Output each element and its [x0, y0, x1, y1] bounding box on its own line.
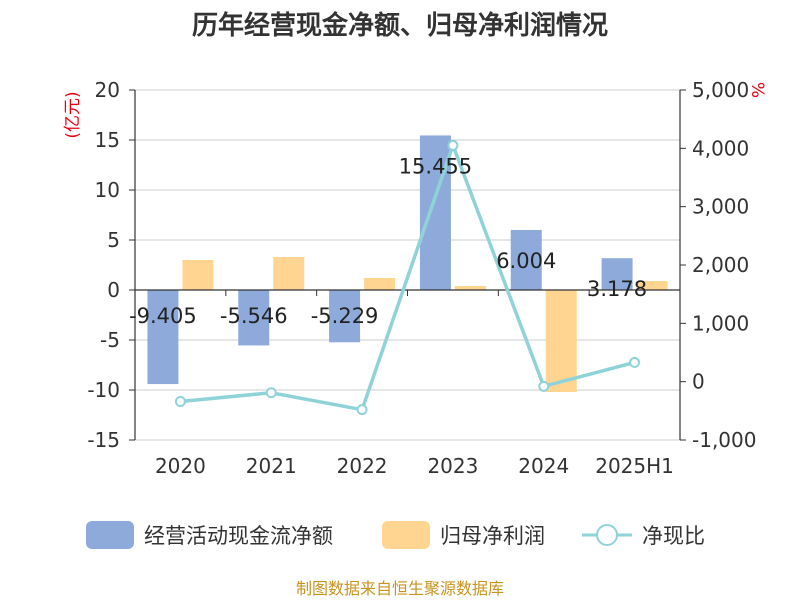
line-point	[356, 404, 368, 416]
line-point	[447, 139, 459, 151]
right-axis-unit: %	[747, 82, 767, 98]
line-point	[174, 396, 186, 407]
left-tick-label: 5	[107, 228, 120, 252]
chart-title: 历年经营现金净额、归母净利润情况	[192, 10, 608, 41]
bar-net-profit	[182, 260, 214, 290]
legend-label-operating-cashflow: 经营活动现金流净额	[144, 524, 333, 548]
line-cash-ratio	[180, 140, 636, 412]
bar-operating-cashflow	[601, 258, 633, 290]
left-tick-label: 15	[95, 128, 120, 152]
line-point	[629, 356, 641, 368]
data-label-operating-cashflow: 6.004	[496, 249, 556, 273]
right-tick-label: 5,000	[692, 78, 749, 102]
right-tick-label: 2,000	[692, 253, 749, 277]
left-tick-label: -10	[87, 378, 120, 402]
right-tick-label: 1,000	[692, 311, 749, 335]
right-tick-label: -1,000	[692, 428, 756, 452]
left-tick-label: 20	[95, 78, 120, 102]
bar-net-profit	[454, 286, 486, 290]
bar-operating-cashflow	[147, 290, 179, 385]
bar-operating-cashflow	[329, 290, 361, 343]
right-tick-label: 3,000	[692, 195, 749, 219]
axes: 20 15 10 5 0 -5 -10 -15 5,000 4,000 3,000 2,000 1,00…	[87, 78, 756, 478]
data-label-operating-cashflow: -9.405	[129, 304, 197, 328]
bar-series	[147, 135, 668, 392]
grid-lines	[135, 89, 680, 441]
legend-label-net-profit: 归母净利润	[440, 524, 545, 548]
legend-swatch-operating-cashflow	[86, 521, 134, 549]
bar-operating-cashflow	[510, 229, 542, 290]
bar-net-profit	[273, 257, 305, 290]
left-tick-label: -15	[87, 428, 120, 452]
legend-marker-cash-ratio	[596, 524, 618, 546]
data-label-operating-cashflow: -5.546	[220, 304, 288, 328]
right-tick-label: 4,000	[692, 136, 749, 160]
category-label: 2021	[246, 454, 297, 478]
data-label-operating-cashflow: 3.178	[587, 277, 647, 301]
legend: 经营活动现金流净额 归母净利润 净现比	[86, 521, 705, 549]
data-label-operating-cashflow: -5.229	[311, 304, 379, 328]
left-tick-label: -5	[100, 328, 120, 352]
bar-net-profit	[636, 281, 668, 290]
category-label: 2025H1	[595, 454, 674, 478]
category-label: 2023	[427, 454, 478, 478]
data-labels: -9.405 -5.546 -5.229 15.455 6.004 3.178	[129, 154, 647, 328]
line-point	[538, 380, 550, 392]
left-axis-unit: (亿元)	[63, 91, 83, 138]
right-tick-label: 0	[692, 370, 705, 394]
category-label: 2022	[337, 454, 388, 478]
legend-label-cash-ratio: 净现比	[642, 524, 705, 548]
legend-swatch-net-profit	[382, 521, 430, 549]
category-label: 2024	[518, 454, 569, 478]
line-series	[174, 139, 641, 416]
data-label-operating-cashflow: 15.455	[399, 154, 472, 178]
bar-net-profit	[545, 290, 577, 392]
category-label: 2020	[155, 454, 206, 478]
source-note: 制图数据来自恒生聚源数据库	[296, 579, 504, 598]
bar-operating-cashflow	[238, 290, 270, 346]
bar-net-profit	[364, 278, 396, 290]
left-tick-label: 0	[107, 278, 120, 302]
line-point	[265, 387, 277, 399]
left-tick-label: 10	[95, 178, 120, 202]
